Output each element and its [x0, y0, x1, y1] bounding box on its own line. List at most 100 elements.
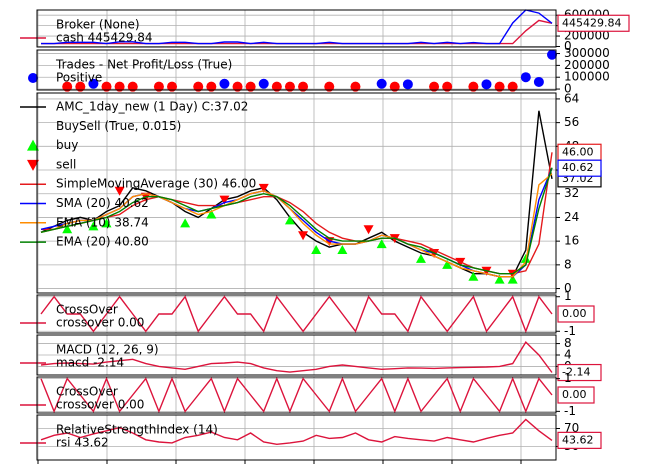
- series-line: [40, 295, 553, 334]
- y-tick-label: 70: [564, 421, 579, 435]
- buy-marker: [284, 215, 295, 225]
- series-line: [40, 110, 553, 278]
- panel-frame: [36, 414, 557, 461]
- legend-label: sell: [56, 157, 76, 171]
- trade-dot: [324, 81, 335, 92]
- trade-dot: [101, 81, 112, 92]
- legend-label: buy: [56, 138, 78, 152]
- buy-marker: [442, 259, 453, 269]
- end-label-box: [557, 431, 602, 449]
- trade-dot: [258, 78, 269, 89]
- legend-heading: MACD (12, 26, 9): [56, 343, 159, 357]
- end-label: -2.14: [562, 366, 590, 379]
- y-tick-label: 100000: [564, 70, 610, 84]
- series-line: [40, 340, 553, 373]
- y-tick-label: 4: [564, 348, 572, 362]
- y-tick-label: 24: [564, 210, 579, 224]
- trade-dot: [75, 81, 86, 92]
- buy-marker: [180, 218, 191, 228]
- series-line: [41, 152, 553, 275]
- y-tick-label: 56: [564, 115, 579, 129]
- trade-dot: [232, 81, 243, 92]
- end-label: 0.00: [562, 388, 587, 401]
- legend-label: crossover 0.00: [56, 316, 144, 330]
- buy-marker: [376, 239, 387, 249]
- legend-label: AMC_1day_new (1 Day) C:37.02: [56, 100, 248, 114]
- end-label: 445429.84: [562, 16, 622, 29]
- legend-heading: CrossOver: [56, 303, 118, 317]
- legend-heading: Broker (None): [56, 18, 140, 32]
- legend-label: SMA (20) 40.62: [56, 196, 149, 210]
- y-tick-label: 200000: [564, 58, 610, 72]
- buy-marker: [311, 245, 322, 255]
- trade-dot: [520, 72, 531, 83]
- series-line: [40, 376, 553, 414]
- trade-dot: [429, 81, 440, 92]
- end-label: 46.00: [562, 145, 594, 158]
- y-tick-label: 64: [564, 91, 579, 105]
- trade-dot: [494, 81, 505, 92]
- trade-dot: [284, 81, 295, 92]
- trade-dot: [442, 81, 453, 92]
- buy-marker: [88, 221, 99, 231]
- sell-marker: [363, 225, 374, 235]
- y-tick-label: 200000: [564, 29, 610, 43]
- buy-marker: [415, 253, 426, 263]
- y-tick-label: 16: [564, 234, 579, 248]
- trade-dot: [153, 81, 164, 92]
- trade-dot: [507, 81, 518, 92]
- y-tick-label: 300000: [564, 46, 610, 60]
- buy-marker: [494, 274, 505, 284]
- panel-frame: [36, 9, 557, 48]
- buy-marker: [62, 224, 73, 234]
- end-label-box: [557, 363, 602, 382]
- sell-marker: [114, 186, 125, 196]
- legend-symbol: [28, 73, 38, 83]
- legend-symbol: [27, 159, 39, 171]
- legend-label: rsi 43.62: [56, 436, 109, 450]
- legend-label: macd -2.14: [56, 356, 124, 370]
- y-tick-label: 1: [564, 289, 572, 303]
- trade-dot: [376, 78, 387, 89]
- legend-label: Positive: [56, 71, 102, 85]
- series-line: [40, 173, 553, 278]
- legend-heading: CrossOver: [56, 385, 118, 399]
- end-label-box: [557, 305, 595, 323]
- y-tick-label: 32: [564, 186, 579, 200]
- legend-label: crossover 0.00: [56, 398, 144, 412]
- legend-heading: Trades - Net Profit/Loss (True): [55, 58, 232, 72]
- trade-dot: [298, 81, 309, 92]
- legend-label: EMA (10) 38.74: [56, 215, 149, 229]
- trade-dot: [533, 76, 544, 87]
- trade-dot: [206, 81, 217, 92]
- end-label-box: [557, 386, 595, 404]
- panel-frame: [36, 334, 557, 376]
- trade-dot: [245, 81, 256, 92]
- y-tick-label: 0: [564, 281, 572, 295]
- trade-dot: [468, 81, 479, 92]
- panel-frame: [36, 92, 557, 294]
- buy-marker: [507, 274, 518, 284]
- buy-marker: [101, 218, 112, 228]
- buy-marker: [206, 209, 217, 219]
- sell-marker: [258, 183, 269, 193]
- sell-marker: [219, 195, 230, 205]
- end-label: 40.62: [562, 161, 594, 174]
- end-label-box: [557, 14, 630, 32]
- buy-marker: [337, 245, 348, 255]
- end-label: 0.00: [562, 307, 587, 320]
- y-tick-label: 0: [564, 82, 572, 96]
- panel-frame: [36, 294, 557, 334]
- series-line: [40, 167, 553, 275]
- trade-dot: [114, 81, 125, 92]
- legend-label: cash 445429.84: [56, 31, 153, 45]
- sell-marker: [298, 231, 309, 241]
- y-tick-label: -1: [564, 324, 576, 338]
- panel-frame: [36, 49, 557, 91]
- y-tick-label: 1: [564, 371, 572, 385]
- trade-dot: [127, 81, 138, 92]
- y-tick-label: -1: [564, 404, 576, 418]
- trade-dot: [389, 81, 400, 92]
- end-label: 43.62: [562, 433, 594, 446]
- panel-frame: [36, 376, 557, 414]
